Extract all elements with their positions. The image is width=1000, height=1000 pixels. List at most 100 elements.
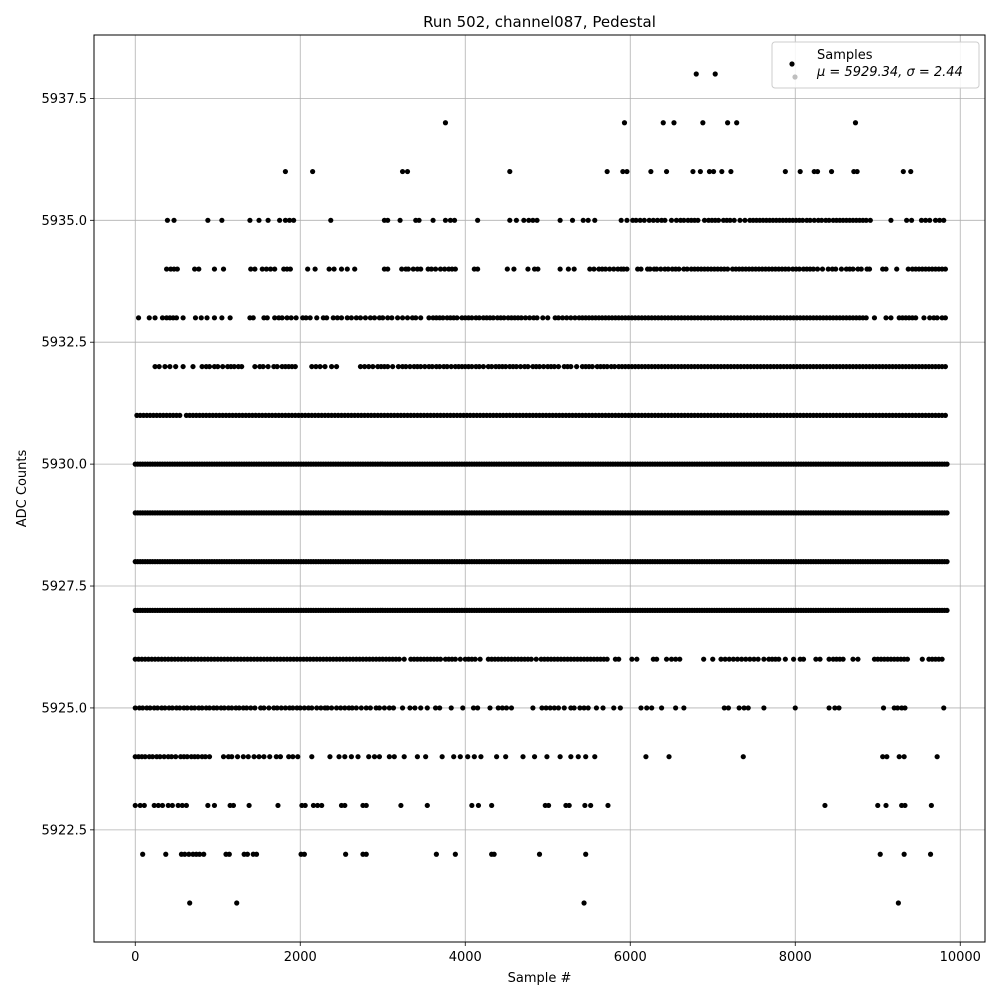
data-point — [314, 705, 320, 711]
data-point — [737, 217, 743, 223]
data-point — [159, 802, 166, 809]
data-point — [292, 363, 298, 370]
data-point — [252, 705, 258, 711]
data-point — [663, 656, 670, 662]
data-point — [695, 217, 701, 223]
data-point — [736, 705, 742, 711]
data-point — [541, 363, 547, 370]
x-tick-label: 6000 — [614, 950, 647, 965]
data-point — [259, 266, 265, 272]
data-point — [227, 315, 233, 321]
data-point — [180, 363, 186, 370]
data-point — [624, 217, 630, 223]
data-point — [416, 217, 422, 223]
data-point — [305, 266, 311, 272]
data-point — [447, 217, 453, 223]
data-point — [718, 656, 724, 662]
data-point — [638, 266, 644, 272]
data-point — [525, 363, 531, 370]
data-point — [338, 266, 345, 272]
data-point — [530, 705, 536, 711]
data-point — [282, 168, 288, 175]
data-point — [581, 705, 587, 711]
legend: Samples μ = 5929.34, σ = 2.44 — [771, 41, 980, 89]
data-point — [229, 754, 235, 760]
data-point — [654, 656, 660, 662]
data-point — [358, 705, 364, 711]
data-point — [253, 851, 260, 857]
data-point — [480, 363, 486, 370]
data-point — [866, 266, 873, 272]
data-point — [928, 802, 934, 809]
data-point — [786, 266, 792, 272]
data-point — [448, 363, 454, 370]
data-point — [751, 656, 757, 662]
data-point — [169, 802, 175, 809]
data-point — [215, 363, 221, 370]
data-point — [338, 315, 345, 321]
data-point — [401, 656, 407, 662]
data-point — [324, 705, 331, 711]
data-point — [706, 168, 713, 175]
data-point — [412, 705, 418, 711]
data-point — [838, 266, 845, 272]
data-point — [826, 656, 832, 662]
data-point — [600, 705, 606, 711]
data-point — [165, 802, 171, 809]
data-point — [386, 754, 392, 760]
y-axis-label: ADC Counts — [15, 450, 30, 528]
x-tick-label: 0 — [131, 950, 139, 965]
data-point — [187, 900, 193, 906]
data-point — [671, 120, 677, 126]
chart-title: Run 502, channel087, Pedestal — [423, 13, 656, 31]
data-point — [366, 363, 372, 370]
data-point — [888, 315, 894, 321]
data-point — [349, 705, 355, 711]
data-point — [896, 754, 902, 760]
data-point — [414, 754, 420, 760]
data-point — [638, 705, 644, 711]
data-point — [826, 217, 832, 223]
data-point — [220, 754, 227, 760]
data-point — [571, 705, 577, 711]
data-point — [457, 656, 463, 662]
data-point — [471, 754, 477, 760]
data-point — [503, 363, 509, 370]
data-point — [761, 705, 767, 711]
data-point — [677, 656, 683, 662]
x-axis-ticks: 0 2000 4000 6000 8000 10000 — [131, 942, 981, 965]
data-point — [894, 266, 900, 272]
data-point — [833, 266, 839, 272]
data-point — [353, 705, 359, 711]
data-point — [555, 363, 562, 370]
x-tick-label: 2000 — [284, 950, 317, 965]
data-point — [934, 315, 940, 321]
data-point — [282, 705, 288, 711]
data-point — [487, 705, 493, 711]
data-point — [141, 802, 147, 809]
data-point — [535, 266, 541, 272]
data-point — [690, 168, 696, 175]
data-point — [303, 315, 309, 321]
data-point — [312, 266, 318, 272]
data-point — [681, 217, 687, 223]
data-point — [721, 705, 727, 711]
data-point — [880, 754, 886, 760]
data-point — [177, 412, 183, 418]
data-point — [814, 168, 821, 175]
data-point — [616, 656, 622, 662]
data-point — [310, 802, 317, 809]
data-point — [452, 266, 458, 272]
data-point — [850, 266, 856, 272]
data-point — [544, 754, 550, 760]
data-point — [568, 363, 574, 370]
data-point — [684, 266, 690, 272]
data-point — [169, 705, 175, 711]
data-point — [442, 266, 448, 272]
data-point — [565, 266, 571, 272]
data-point — [334, 315, 340, 321]
data-point — [605, 802, 611, 809]
data-point — [593, 705, 600, 711]
data-point — [819, 217, 825, 223]
data-point — [942, 412, 949, 418]
